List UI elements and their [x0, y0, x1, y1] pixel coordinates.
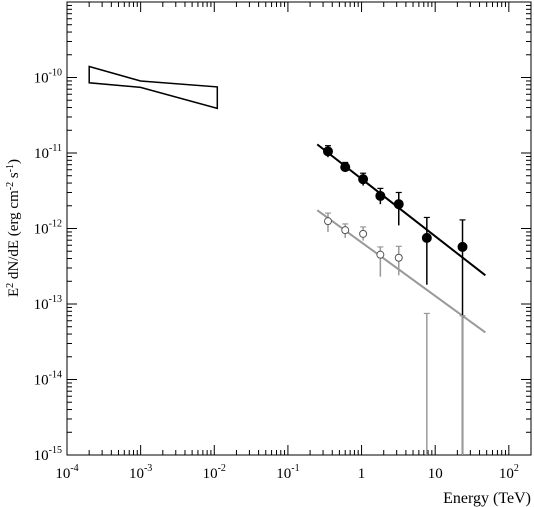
data-point — [393, 199, 404, 210]
error-bars — [324, 145, 466, 455]
x-tick-label: 10-3 — [129, 463, 152, 482]
data-point — [376, 250, 385, 259]
x-axis-label: Energy (TeV) — [443, 490, 531, 507]
y-tick-label: 10-14 — [34, 370, 62, 389]
y-tick-label: 10-13 — [34, 294, 62, 313]
fit-lines — [316, 143, 486, 334]
tick-marks — [66, 1, 532, 456]
data-point — [341, 226, 350, 235]
data-point — [375, 190, 386, 201]
y-tick-label: 10-15 — [34, 445, 62, 464]
data-points — [322, 146, 468, 262]
data-point — [340, 162, 351, 173]
bowtie-shape — [88, 65, 219, 110]
data-point — [358, 174, 369, 185]
data-point — [322, 146, 333, 157]
x-tick-label: 10 — [428, 466, 443, 482]
plot-frame — [66, 1, 532, 456]
y-tick-label: 10-10 — [34, 68, 62, 87]
y-tick-label: 10-12 — [34, 219, 62, 238]
data-point — [394, 253, 403, 262]
x-tick-label: 10-1 — [276, 463, 299, 482]
x-tick-label: 1 — [358, 466, 366, 482]
data-point — [421, 232, 432, 243]
data-point — [359, 229, 368, 238]
x-tick-label: 10-2 — [203, 463, 226, 482]
y-tick-label: 10-11 — [34, 143, 62, 162]
x-tick-label: 10-4 — [55, 463, 78, 482]
data-point — [323, 217, 332, 226]
x-tick-labels: 10-4 10-3 10-2 10-1 1 10 102 — [55, 463, 519, 482]
bowtie-layer — [88, 65, 219, 110]
y-tick-labels: 10-10 10-11 10-12 10-13 10-14 10-15 — [34, 68, 62, 465]
data-point — [457, 241, 468, 252]
x-tick-label: 102 — [499, 463, 519, 482]
y-axis-label: E2 dN/dE (erg cm-2 s-1) — [5, 159, 23, 297]
